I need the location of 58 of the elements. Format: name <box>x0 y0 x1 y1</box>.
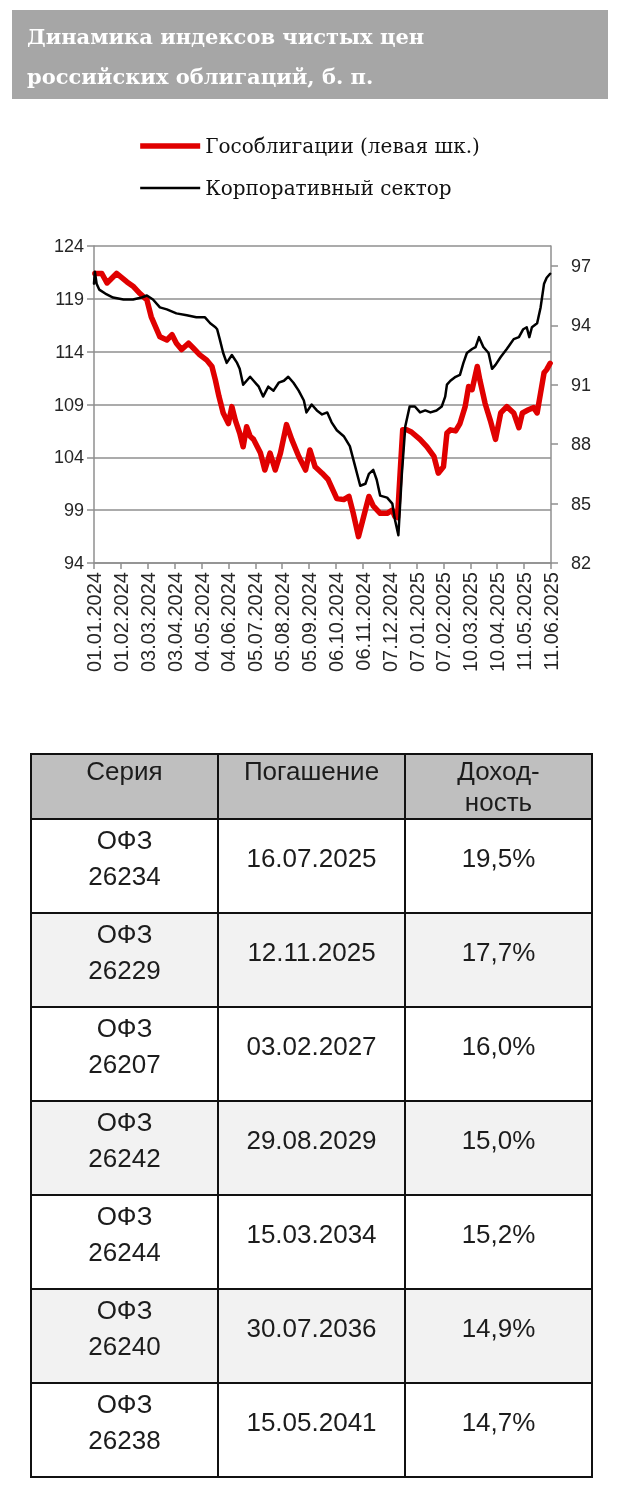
y-tick-label: 94 <box>63 553 84 573</box>
data-label: 17,7% <box>461 935 536 969</box>
x-tick-label: 03.04.2024 <box>163 572 186 673</box>
x-tick-label: 01.02.2024 <box>109 572 132 673</box>
x-tick-label: 10.03.2025 <box>459 572 482 673</box>
y-tick-label: 99 <box>63 500 84 521</box>
category-label: 12.11.2025 <box>247 936 376 967</box>
data-label: 14,9% <box>461 1311 536 1345</box>
y-tick-label: 114 <box>55 341 84 362</box>
x-tick-label: 04.05.2024 <box>190 572 213 673</box>
category-label: 15.05.2041 <box>246 1406 377 1437</box>
x-tick-label: 01.01.2024 <box>83 572 105 673</box>
data-label: 16,0% <box>461 1029 536 1063</box>
category-label: ОФЗ 26240 <box>88 1293 161 1363</box>
y2-tick-label: 85 <box>571 493 592 514</box>
legend-label: Корпоративный сектор <box>205 176 452 200</box>
y-tick-label: 124 <box>53 236 84 256</box>
y2-tick-label: 82 <box>571 553 592 573</box>
data-label: 14,7% <box>461 1405 536 1439</box>
text: Доход-ность <box>457 756 540 818</box>
x-tick-label: 05.08.2024 <box>271 572 294 673</box>
x-tick-label: 05.09.2024 <box>298 572 321 673</box>
x-tick-label: 10.04.2025 <box>486 572 509 673</box>
category-label: ОФЗ 26229 <box>88 917 161 987</box>
y-tick-label: 104 <box>53 447 84 468</box>
y2-tick-label: 97 <box>571 255 592 276</box>
data-label: 15,0% <box>461 1123 536 1157</box>
y-tick-label: 109 <box>53 394 84 415</box>
category-label: 03.02.2027 <box>246 1030 377 1061</box>
category-label: ОФЗ 26242 <box>88 1105 161 1175</box>
y-tick-label: 119 <box>55 288 84 309</box>
x-tick-label: 07.02.2025 <box>432 572 455 673</box>
category-label: ОФЗ 26238 <box>88 1387 161 1457</box>
x-tick-label: 07.01.2025 <box>405 572 428 673</box>
x-tick-label: 11.05.2025 <box>513 572 536 671</box>
x-tick-label: 06.10.2024 <box>324 572 347 673</box>
category-label: 15.03.2034 <box>246 1218 377 1249</box>
x-tick-label: 06.11.2024 <box>351 572 374 671</box>
x-tick-label: 07.12.2024 <box>378 572 401 673</box>
x-tick-label: 04.06.2024 <box>217 572 240 673</box>
x-tick-label: 05.07.2024 <box>244 572 267 673</box>
x-tick-label: 03.03.2024 <box>136 572 159 673</box>
category-label: ОФЗ 26244 <box>88 1199 161 1269</box>
text: Серия <box>86 756 163 787</box>
category-label: ОФЗ 26234 <box>88 823 161 893</box>
text: Погашение <box>243 756 380 787</box>
category-label: 16.07.2025 <box>246 842 377 873</box>
data-label: 15,2% <box>461 1217 536 1251</box>
data-label: 19,5% <box>461 841 536 875</box>
legend-label: Гособлигации (левая шк.) <box>205 134 480 158</box>
category-label: ОФЗ 26207 <box>88 1011 161 1081</box>
chart-title: Динамика индексов чистых цен российских облигаций, б. п. <box>27 23 426 91</box>
category-label: 30.07.2036 <box>246 1312 377 1343</box>
y2-tick-label: 91 <box>571 374 592 395</box>
x-tick-label: 11.06.2025 <box>540 572 562 671</box>
y2-tick-label: 94 <box>571 315 592 336</box>
category-label: 29.08.2029 <box>246 1124 377 1155</box>
y2-tick-label: 88 <box>571 434 592 455</box>
